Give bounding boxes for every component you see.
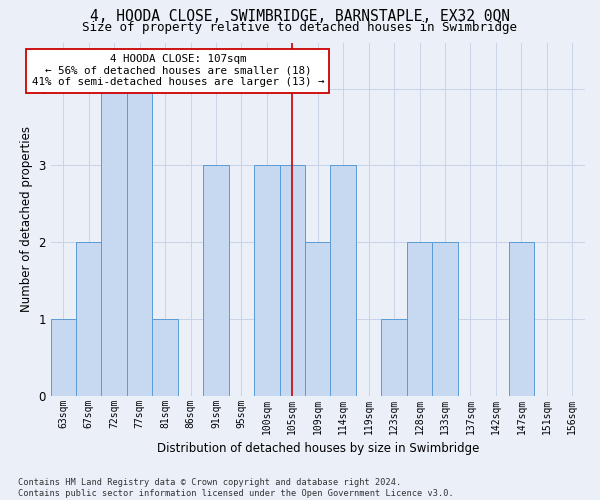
Text: 4 HOODA CLOSE: 107sqm
← 56% of detached houses are smaller (18)
41% of semi-deta: 4 HOODA CLOSE: 107sqm ← 56% of detached …	[32, 54, 324, 87]
X-axis label: Distribution of detached houses by size in Swimbridge: Distribution of detached houses by size …	[157, 442, 479, 455]
Bar	[101, 88, 127, 396]
Bar	[509, 242, 534, 396]
Text: Size of property relative to detached houses in Swimbridge: Size of property relative to detached ho…	[83, 21, 517, 34]
Bar	[203, 166, 229, 396]
Bar	[152, 319, 178, 396]
Y-axis label: Number of detached properties: Number of detached properties	[20, 126, 32, 312]
Text: 4, HOODA CLOSE, SWIMBRIDGE, BARNSTAPLE, EX32 0QN: 4, HOODA CLOSE, SWIMBRIDGE, BARNSTAPLE, …	[90, 9, 510, 24]
Bar	[331, 166, 356, 396]
Text: Contains HM Land Registry data © Crown copyright and database right 2024.
Contai: Contains HM Land Registry data © Crown c…	[18, 478, 454, 498]
Bar	[382, 319, 407, 396]
Bar	[254, 166, 280, 396]
Bar	[76, 242, 101, 396]
Bar	[280, 166, 305, 396]
Bar	[432, 242, 458, 396]
Bar	[407, 242, 432, 396]
Bar	[305, 242, 331, 396]
Bar	[127, 88, 152, 396]
Bar	[50, 319, 76, 396]
